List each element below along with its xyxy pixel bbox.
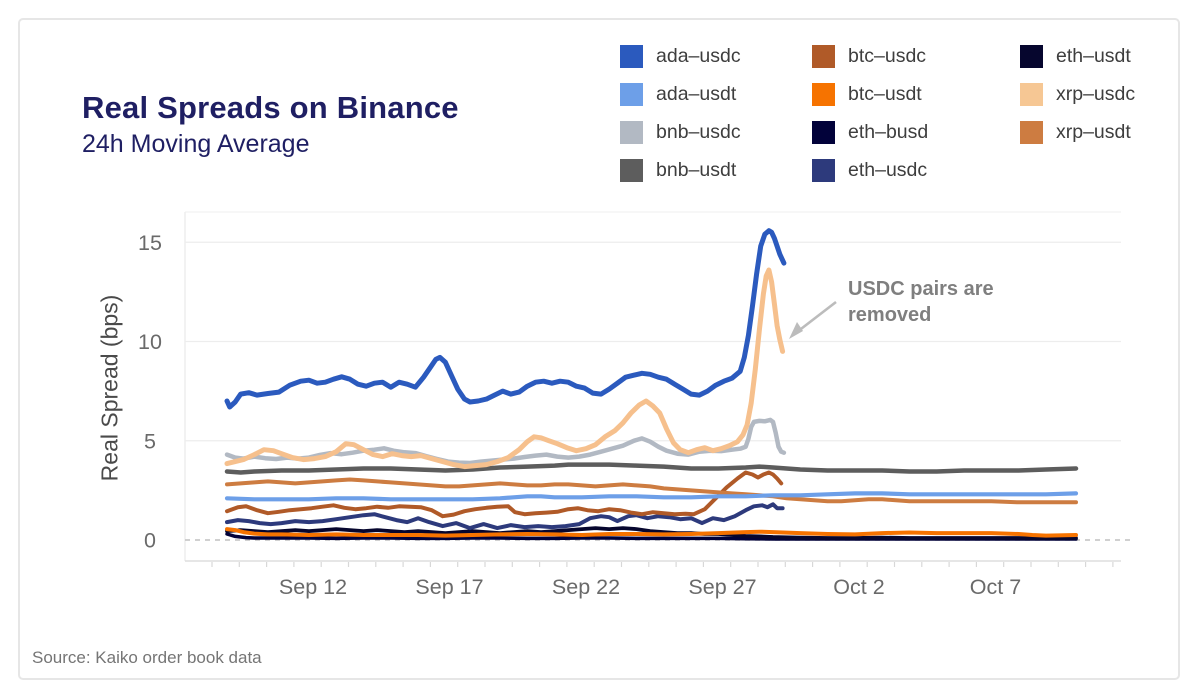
x-tick-label: Oct 7 xyxy=(970,575,1021,599)
annotation-line-2: removed xyxy=(848,304,932,326)
y-tick-label-15: 15 xyxy=(138,231,162,255)
annotation-arrow-head xyxy=(789,322,803,339)
series-line-xrp-usdt xyxy=(225,477,1078,505)
series-line-ada-usdc xyxy=(224,228,787,410)
series-line-eth-usdc xyxy=(225,502,785,531)
x-tick-label: Sep 17 xyxy=(415,575,483,599)
y-tick-label-5: 5 xyxy=(144,429,156,453)
x-tick-label: Sep 12 xyxy=(279,575,347,599)
y-tick-label-0: 0 xyxy=(144,529,156,553)
series-line-btc-usdc xyxy=(225,470,784,519)
series-line-btc-usdt xyxy=(225,527,1078,538)
y-axis-title: Real Spread (bps) xyxy=(96,294,123,482)
annotation-arrow-line xyxy=(796,300,837,334)
chart-card: Real Spreads on Binance 24h Moving Avera… xyxy=(18,18,1180,680)
chart-title: Real Spreads on Binance xyxy=(82,90,459,125)
series-line-ada-usdt xyxy=(224,491,1079,502)
annotation-usdc-removed: USDC pairs are removed xyxy=(848,276,994,328)
source-note: Source: Kaiko order book data xyxy=(32,648,262,667)
series-line-xrp-usdc xyxy=(224,267,786,470)
y-tick-label-10: 10 xyxy=(138,330,162,354)
chart-subtitle: 24h Moving Average xyxy=(82,130,310,158)
x-tick-label: Sep 22 xyxy=(552,575,620,599)
x-tick-label: Oct 2 xyxy=(833,575,884,599)
x-tick-label: Sep 27 xyxy=(688,575,756,599)
series-line-bnb-usdt xyxy=(224,462,1079,475)
series-line-eth-usdt xyxy=(225,526,1078,540)
annotation-line-1: USDC pairs are xyxy=(848,278,994,300)
